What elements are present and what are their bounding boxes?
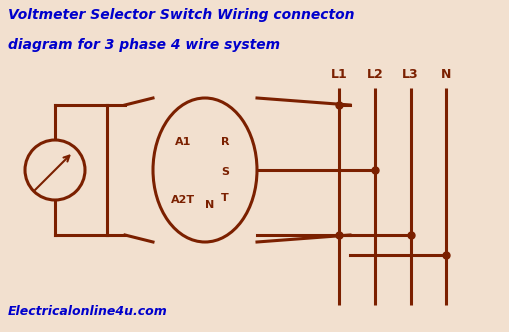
Text: N: N xyxy=(440,68,450,81)
Text: T: T xyxy=(221,193,229,203)
Text: diagram for 3 phase 4 wire system: diagram for 3 phase 4 wire system xyxy=(8,38,279,52)
Text: L2: L2 xyxy=(366,68,382,81)
Ellipse shape xyxy=(153,98,257,242)
Text: Electricalonline4u.com: Electricalonline4u.com xyxy=(8,305,167,318)
Text: A2T: A2T xyxy=(171,195,194,205)
Text: L1: L1 xyxy=(330,68,347,81)
Circle shape xyxy=(25,140,85,200)
Text: Voltmeter Selector Switch Wiring connecton: Voltmeter Selector Switch Wiring connect… xyxy=(8,8,354,22)
Text: A1: A1 xyxy=(175,137,191,147)
Text: S: S xyxy=(220,167,229,177)
Text: L3: L3 xyxy=(402,68,418,81)
Text: R: R xyxy=(220,137,229,147)
Text: N: N xyxy=(205,200,214,210)
